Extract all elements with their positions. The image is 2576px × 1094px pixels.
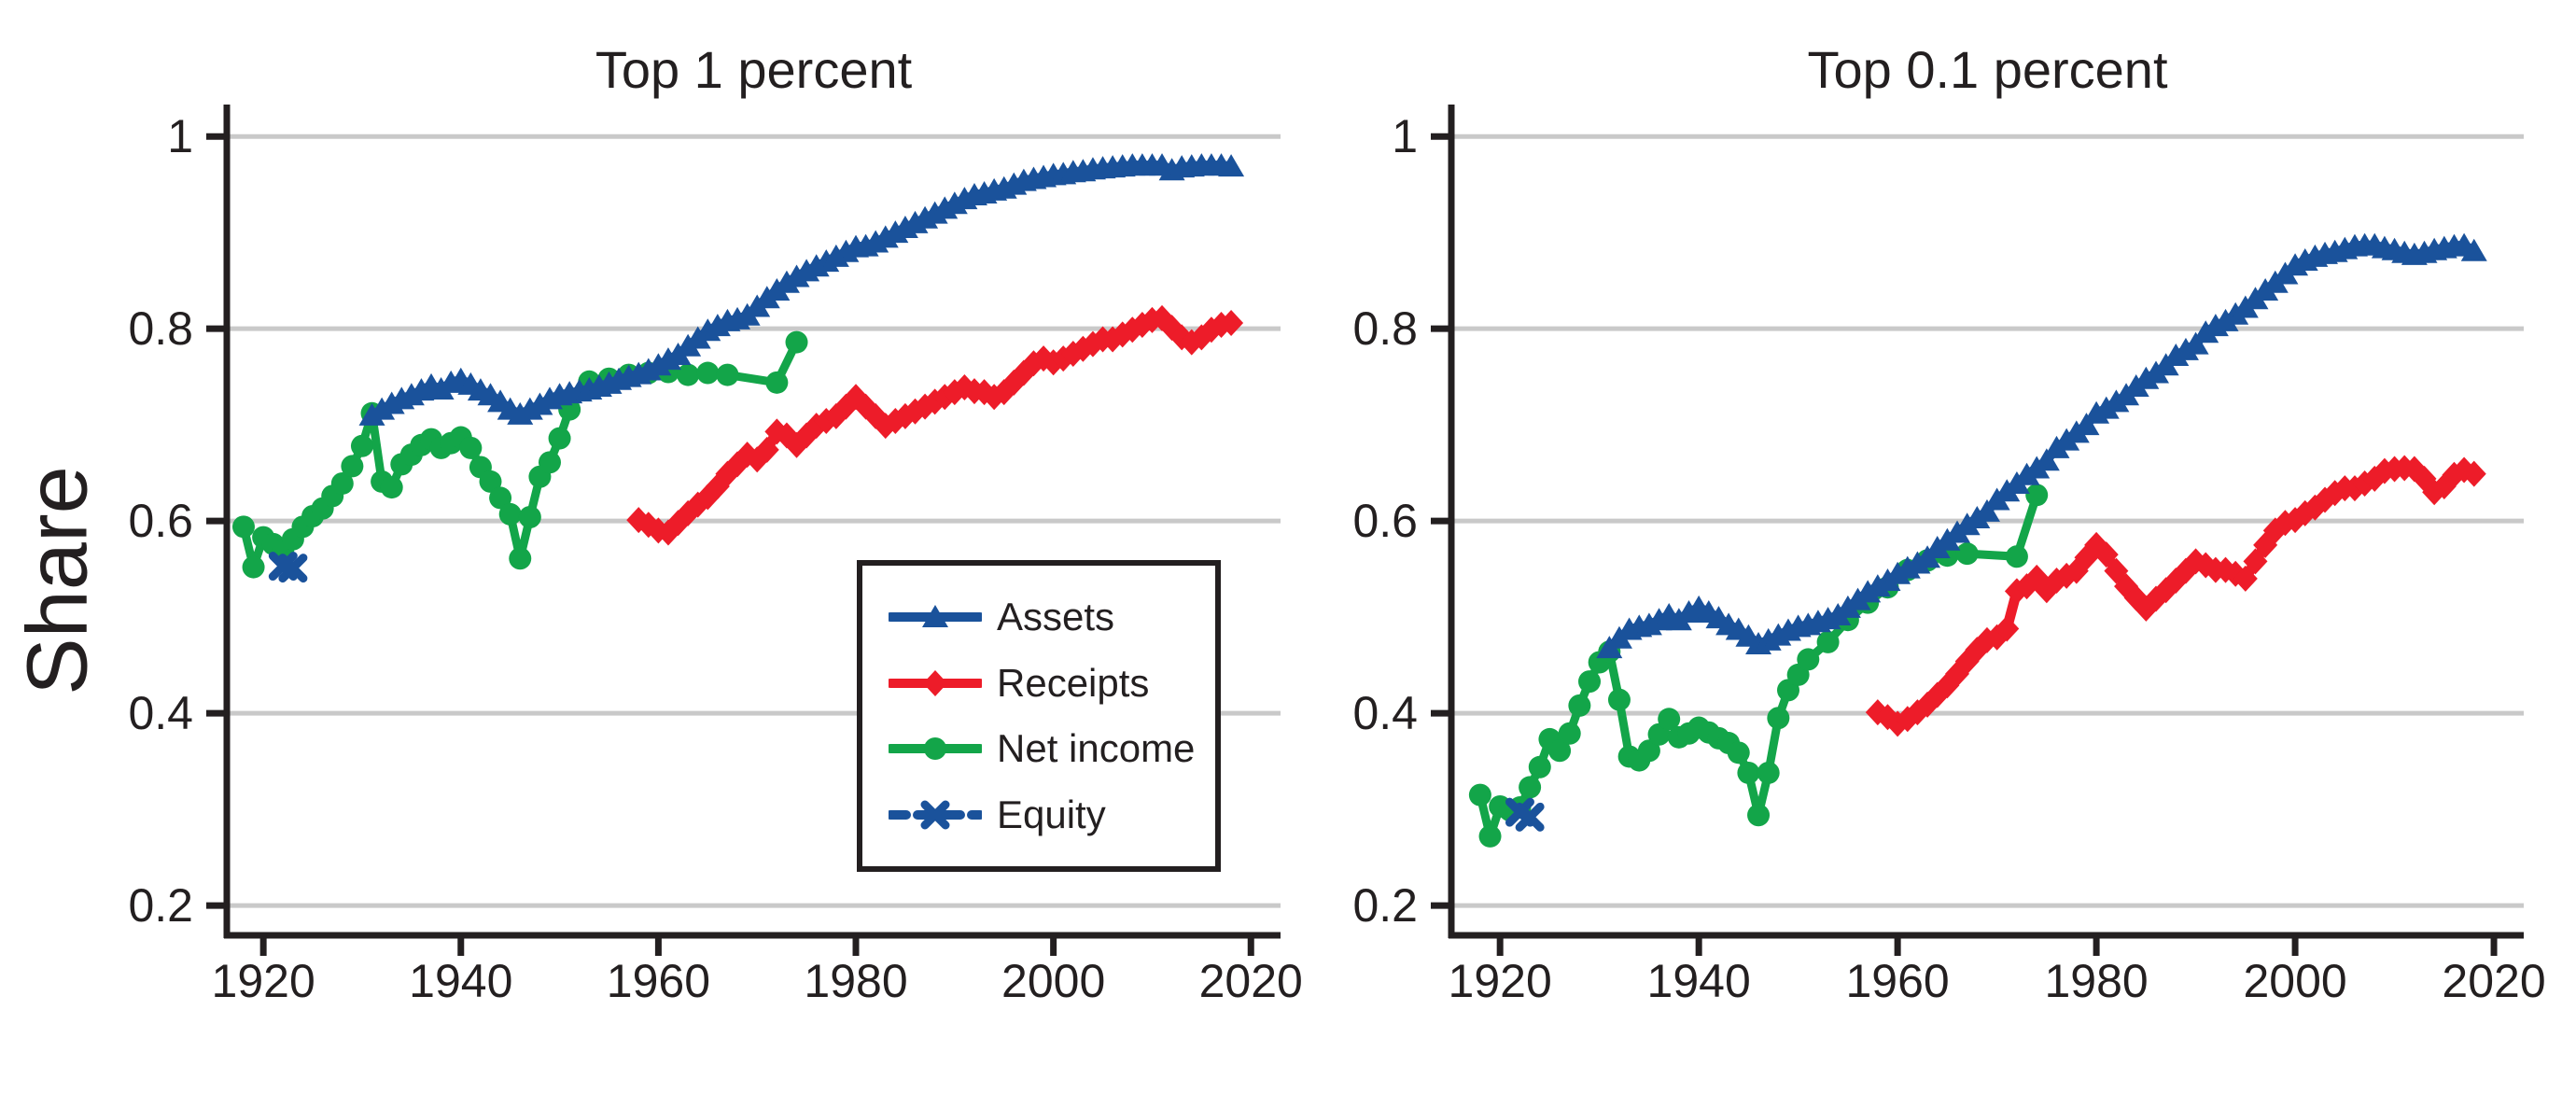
y-tick-label: 0.8 <box>128 302 193 355</box>
y-tick-label: 0.8 <box>1352 302 1418 355</box>
assets-line-symbol <box>889 604 982 627</box>
legend-item-net-income: Net income <box>889 726 1206 771</box>
x-tick-label: 1980 <box>2044 955 2148 1007</box>
x-tick-label: 2020 <box>2442 955 2545 1007</box>
legend-item-assets: Assets <box>889 595 1206 639</box>
y-tick-label: 0.6 <box>1352 495 1418 547</box>
legend: Assets Receipts Net income Equity <box>857 560 1221 872</box>
legend-item-receipts: Receipts <box>889 661 1206 706</box>
x-tick-label: 1960 <box>607 955 710 1007</box>
assets-series <box>1596 232 2487 659</box>
x-tick-label: 1980 <box>804 955 907 1007</box>
legend-label-equity: Equity <box>997 792 1106 837</box>
panel-title-top-1-percent: Top 1 percent <box>595 40 913 99</box>
x-tick-label: 1940 <box>1647 955 1751 1007</box>
y-tick-label: 0.2 <box>128 879 193 932</box>
assets-series <box>358 153 1245 426</box>
y-tick-label: 0.6 <box>128 495 193 547</box>
legend-label-assets: Assets <box>997 594 1115 638</box>
y-axis-label: Share <box>9 466 105 695</box>
x-tick-label: 1960 <box>1846 955 1950 1007</box>
net-income-line-symbol <box>889 737 982 761</box>
equity-series <box>1505 797 1545 832</box>
x-tick-label: 1920 <box>1449 955 1552 1007</box>
net-income-series <box>231 330 808 579</box>
legend-label-receipts: Receipts <box>997 660 1150 705</box>
y-tick-label: 0.2 <box>1352 879 1418 932</box>
equity-line-symbol <box>889 800 982 830</box>
axes: 1 0.8 0.6 0.4 0.2 1920 1940 1960 1980 2000 2020 <box>1352 105 2546 1007</box>
y-tick-label: 0.4 <box>1352 687 1418 739</box>
equity-series <box>268 552 308 583</box>
y-tick-label: 1 <box>1392 110 1418 162</box>
axes: 1 0.8 0.6 0.4 0.2 1920 1940 1960 1980 2000 2020 <box>128 105 1303 1007</box>
y-tick-label: 1 <box>167 110 193 162</box>
x-tick-label: 2000 <box>2243 955 2346 1007</box>
x-tick-label: 1920 <box>212 955 315 1007</box>
receipts-series <box>1865 455 2486 737</box>
x-tick-label: 2020 <box>1199 955 1303 1007</box>
legend-item-equity: Equity <box>889 792 1206 837</box>
x-tick-label: 2000 <box>1001 955 1105 1007</box>
receipts-line-symbol <box>889 669 982 696</box>
panel-title-top-0-1-percent: Top 0.1 percent <box>1807 40 2168 99</box>
y-tick-label: 0.4 <box>128 687 193 739</box>
receipts-series <box>626 304 1244 546</box>
legend-label-net-income: Net income <box>997 726 1196 771</box>
x-tick-label: 1940 <box>409 955 512 1007</box>
